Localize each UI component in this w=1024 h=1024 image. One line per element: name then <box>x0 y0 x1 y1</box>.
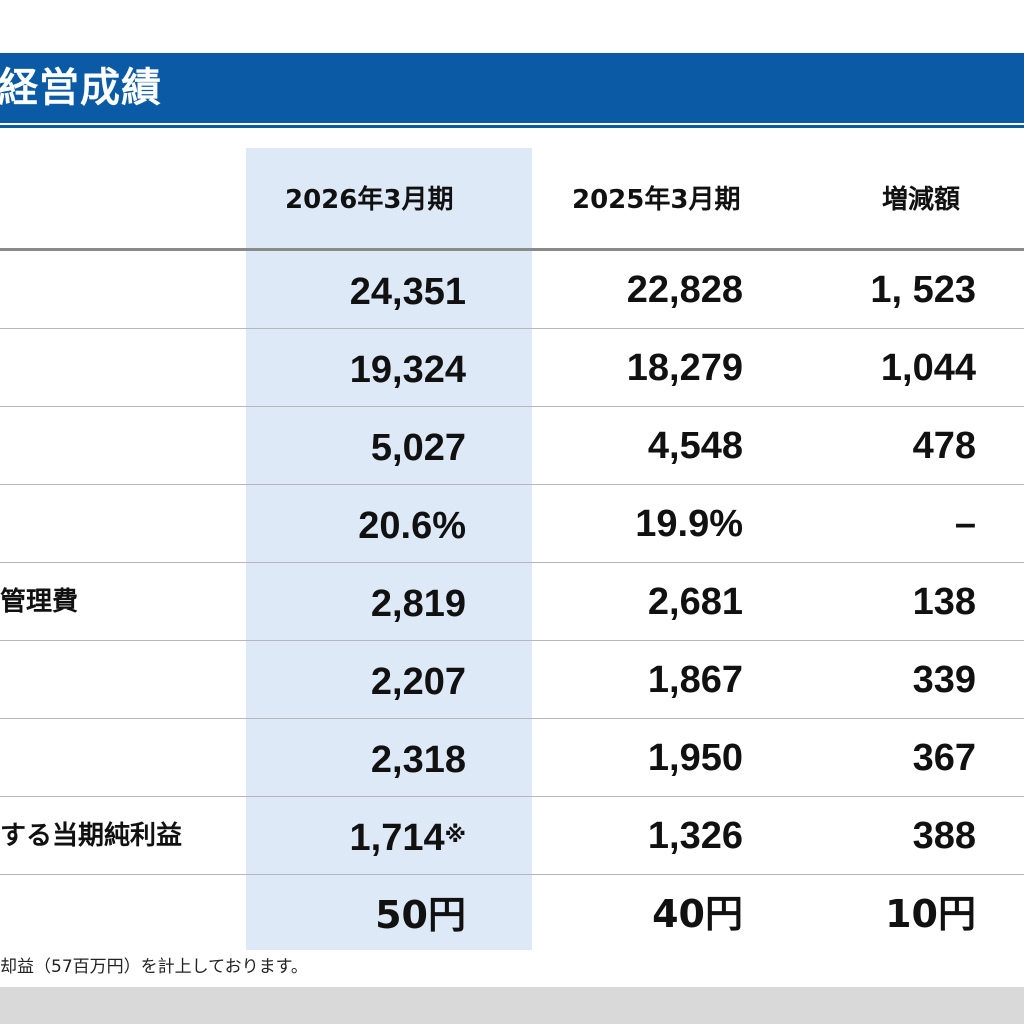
table-row: する当期純利益 1,714※ 1,326 388 <box>0 797 1024 875</box>
title-bar: 経営成績 <box>0 53 1024 123</box>
current-value: 1,714※ <box>349 817 466 859</box>
note-mark: ※ <box>444 823 466 848</box>
column-header-change: 増減額 <box>882 185 961 215</box>
current-value: 2,318 <box>370 739 466 781</box>
row-label: 管理費 <box>0 587 79 617</box>
current-value: 50円 <box>375 893 466 937</box>
previous-value: 2,681 <box>647 581 743 623</box>
change-value: 1, 523 <box>870 269 976 311</box>
change-value: 478 <box>912 425 976 467</box>
change-value: 339 <box>912 659 976 701</box>
row-divider <box>0 328 1024 329</box>
column-header-previous: 2025年3月期 <box>572 185 741 215</box>
current-value: 2,207 <box>370 661 466 703</box>
title-underline <box>0 125 1024 128</box>
column-header-current: 2026年3月期 <box>285 185 454 215</box>
previous-value: 4,548 <box>647 425 743 467</box>
change-value: 138 <box>912 581 976 623</box>
table-row: 5,027 4,548 478 <box>0 407 1024 485</box>
table-row: 50円 40円 10円 <box>0 875 1024 953</box>
current-value: 5,027 <box>370 427 466 469</box>
row-divider <box>0 718 1024 719</box>
current-period-highlight <box>246 148 532 950</box>
row-divider <box>0 640 1024 641</box>
row-divider <box>0 796 1024 797</box>
previous-value: 1,326 <box>647 815 743 857</box>
previous-value: 22,828 <box>626 269 743 311</box>
previous-value: 40円 <box>652 892 743 936</box>
change-value: 10円 <box>885 892 976 936</box>
table-row: 24,351 22,828 1, 523 <box>0 251 1024 329</box>
table-row: 2,207 1,867 339 <box>0 641 1024 719</box>
row-divider <box>0 874 1024 875</box>
table-row: 19,324 18,279 1,044 <box>0 329 1024 407</box>
header-divider <box>0 248 1024 251</box>
current-value: 2,819 <box>370 583 466 625</box>
change-value: 388 <box>912 815 976 857</box>
previous-value: 1,950 <box>647 737 743 779</box>
current-value: 20.6% <box>358 505 466 547</box>
footnote: 却益（57百万円）を計上しております。 <box>0 957 308 977</box>
change-value: 1,044 <box>880 347 976 389</box>
previous-value: 1,867 <box>647 659 743 701</box>
row-label: する当期純利益 <box>0 821 183 851</box>
table-row: 20.6% 19.9% – <box>0 485 1024 563</box>
current-value: 19,324 <box>349 349 466 391</box>
change-value: – <box>954 503 976 545</box>
bottom-band <box>0 987 1024 1024</box>
table-row: 管理費 2,819 2,681 138 <box>0 563 1024 641</box>
previous-value: 18,279 <box>626 347 743 389</box>
change-value: 367 <box>912 737 976 779</box>
page-title: 経営成績 <box>0 65 162 111</box>
row-divider <box>0 562 1024 563</box>
current-value: 24,351 <box>349 271 466 313</box>
table-row: 2,318 1,950 367 <box>0 719 1024 797</box>
previous-value: 19.9% <box>635 503 743 545</box>
row-divider <box>0 484 1024 485</box>
row-divider <box>0 406 1024 407</box>
